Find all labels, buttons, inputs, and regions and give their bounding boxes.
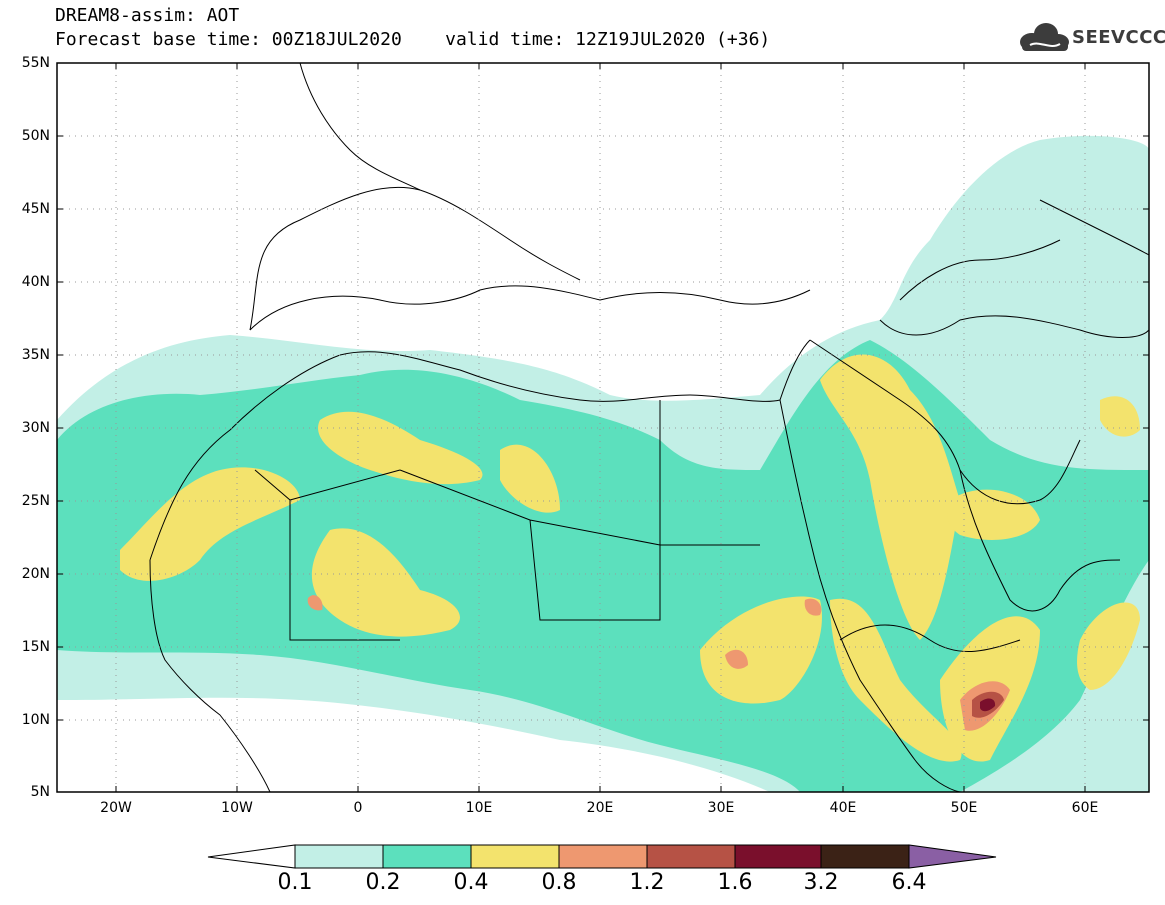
colorbar-swatch <box>294 844 384 869</box>
colorbar-label: 6.4 <box>891 870 927 895</box>
aot-patch-0.8-a <box>725 649 748 669</box>
colorbar-label: 1.2 <box>629 870 665 895</box>
colorbar-swatch <box>820 844 910 869</box>
colorbar-label: 0.2 <box>365 870 401 895</box>
lat-tick: 5N <box>30 784 50 800</box>
aot-patch-0.4-c <box>311 528 460 637</box>
colorbar-label: 0.4 <box>453 870 489 895</box>
graticule <box>57 63 1149 792</box>
aot-patch-0.4-f <box>820 354 960 640</box>
colorbar-label: 1.6 <box>717 870 753 895</box>
lon-tick: 20W <box>100 800 132 816</box>
lat-tick: 25N <box>21 493 50 509</box>
aot-patch-0.4-b <box>318 411 483 485</box>
lat-tick: 35N <box>21 347 50 363</box>
forecast-times: Forecast base time: 00Z18JUL2020 valid t… <box>55 29 771 50</box>
logo-text: SEEVCCC <box>1072 27 1165 48</box>
axis-ticks <box>57 62 1149 792</box>
aot-fields <box>57 135 1149 792</box>
map-title: DREAM8-assim: AOT <box>55 5 240 26</box>
aot-patch-0.4-i <box>1077 602 1140 690</box>
aot-patch-0.8-b <box>307 595 323 611</box>
colorbar-arrow-high <box>908 844 997 869</box>
colorbar-arrow-low <box>207 844 296 869</box>
colorbar-swatch <box>382 844 472 869</box>
lon-tick: 30E <box>707 800 735 816</box>
colorbar-label: 0.1 <box>277 870 313 895</box>
colorbar-swatch <box>470 844 560 869</box>
lat-tick: 55N <box>21 55 50 71</box>
aot-patch-0.4-a <box>120 467 300 581</box>
lon-tick: 10E <box>465 800 493 816</box>
lat-tick: 40N <box>21 274 50 290</box>
lat-tick: 20N <box>21 566 50 582</box>
lon-tick: 0 <box>353 800 363 816</box>
lon-tick: 20E <box>586 800 614 816</box>
colorbar-swatch <box>558 844 648 869</box>
aot-patch-0.4-d <box>500 444 560 513</box>
lon-tick: 40E <box>829 800 857 816</box>
coastlines <box>149 63 1149 792</box>
colorbar-swatch <box>646 844 736 869</box>
colorbar-label: 3.2 <box>803 870 839 895</box>
aot-patch-0.4-k <box>1100 396 1140 437</box>
lon-tick: 60E <box>1071 800 1099 816</box>
aot-patch-0.8-d <box>804 598 822 616</box>
aot-patch-0.4-g <box>830 598 962 762</box>
lat-tick: 10N <box>21 712 50 728</box>
lon-tick: 50E <box>950 800 978 816</box>
lat-tick: 15N <box>21 639 50 655</box>
lat-tick: 45N <box>21 201 50 217</box>
colorbar-swatch <box>734 844 822 869</box>
aot-patch-0.4-j <box>947 489 1040 540</box>
aot-patch-0.4-e <box>700 596 822 704</box>
aot-patch-1.6 <box>980 698 996 712</box>
lat-tick: 50N <box>21 128 50 144</box>
lat-tick: 30N <box>21 420 50 436</box>
colorbar-label: 0.8 <box>541 870 577 895</box>
colorbar <box>207 844 997 869</box>
lon-tick: 10W <box>221 800 253 816</box>
cloud-icon <box>1020 23 1069 51</box>
